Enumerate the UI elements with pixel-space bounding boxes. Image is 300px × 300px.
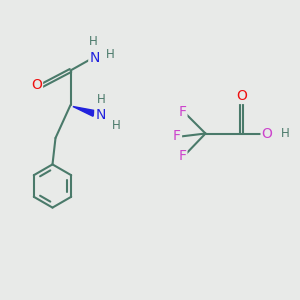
Text: O: O [262, 127, 272, 140]
Text: F: F [173, 130, 181, 143]
Text: H: H [106, 47, 115, 61]
Text: O: O [236, 89, 247, 103]
Text: N: N [95, 108, 106, 122]
Text: H: H [97, 92, 106, 106]
Polygon shape [73, 106, 95, 116]
Text: H: H [281, 127, 290, 140]
Text: H: H [88, 35, 98, 48]
Text: N: N [89, 51, 100, 65]
Text: H: H [112, 118, 121, 132]
Text: F: F [178, 149, 186, 163]
Text: F: F [178, 105, 186, 119]
Text: O: O [31, 78, 42, 92]
